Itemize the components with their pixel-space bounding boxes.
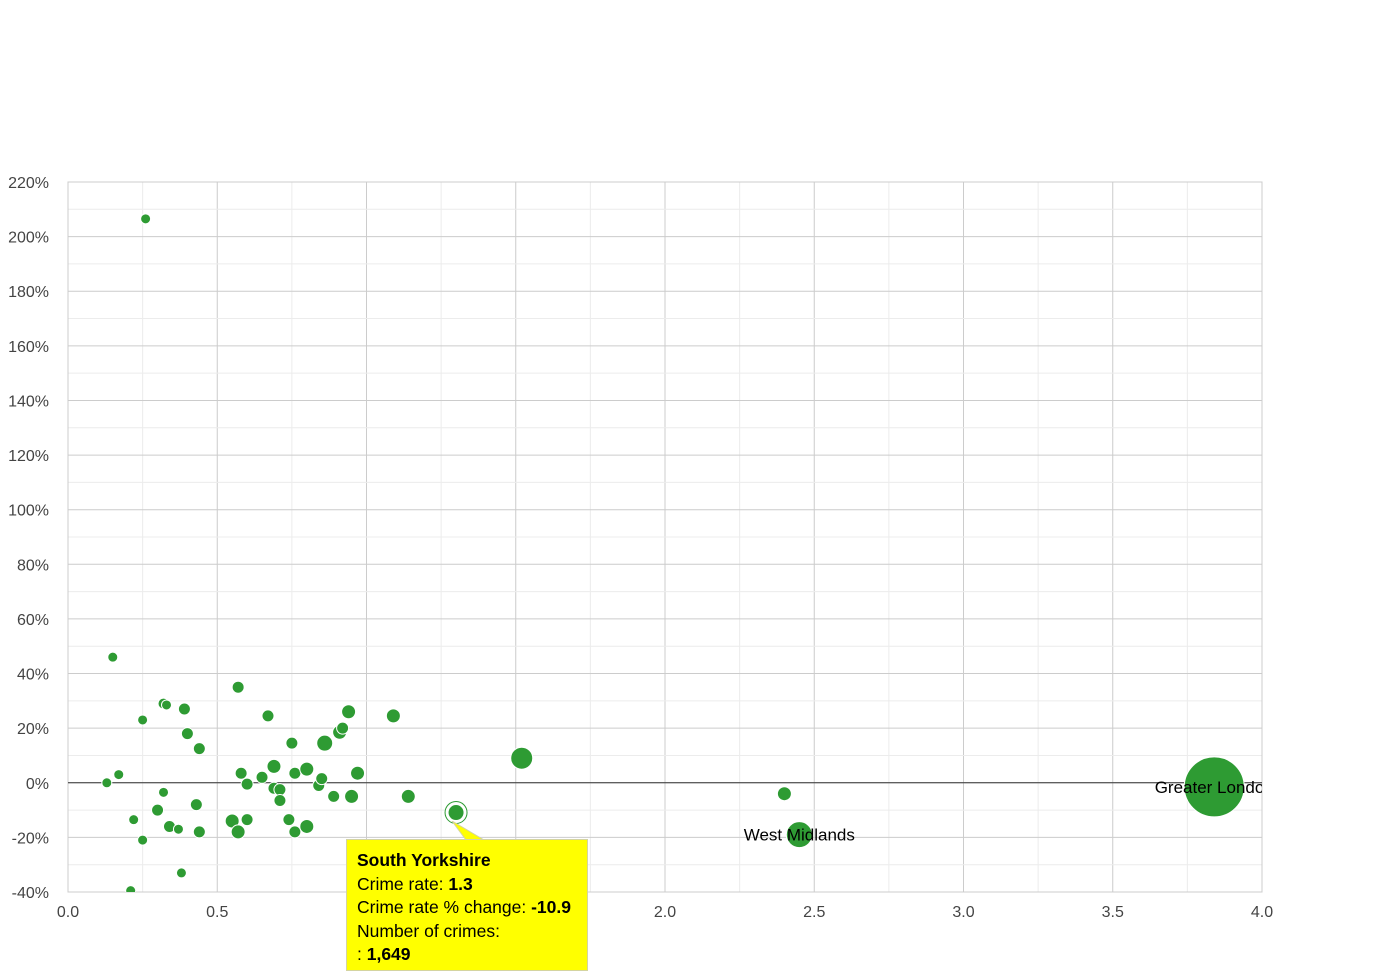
data-point	[230, 824, 246, 840]
y-tick-label: 60%	[17, 612, 49, 629]
data-point	[273, 783, 287, 797]
data-point	[192, 825, 206, 839]
data-point	[344, 788, 360, 804]
tooltip-count-label: Number of crimes:	[357, 920, 500, 941]
data-point	[282, 813, 296, 827]
data-point	[128, 814, 140, 826]
data-point	[151, 803, 165, 817]
data-point	[161, 699, 173, 711]
data-point	[137, 834, 149, 846]
y-tick-label: 100%	[8, 503, 49, 520]
y-tick-label: 200%	[8, 230, 49, 247]
data-point	[101, 777, 113, 789]
data-point	[177, 702, 191, 716]
x-tick-label: 0.0	[57, 904, 79, 921]
data-point	[240, 777, 254, 791]
data-point	[175, 867, 187, 879]
data-point	[125, 885, 137, 892]
y-tick-label: 20%	[17, 721, 49, 738]
data-point	[315, 772, 329, 786]
tooltip-rate-value: 1.3	[448, 873, 473, 894]
data-point	[400, 788, 416, 804]
data-point	[288, 825, 302, 839]
x-tick-label: 2.5	[803, 904, 825, 921]
plot-border	[67, 181, 1263, 893]
data-point	[285, 736, 299, 750]
x-tick-label: 4.0	[1251, 904, 1273, 921]
data-point	[288, 766, 302, 780]
data-point	[776, 786, 792, 802]
data-point	[261, 709, 275, 723]
data-point	[341, 704, 357, 720]
tooltip-rate-label: Crime rate:	[357, 873, 449, 894]
data-point	[336, 721, 350, 735]
tooltip-pointer	[451, 821, 486, 841]
x-tick-label: 2.0	[654, 904, 676, 921]
y-tick-label: 40%	[17, 667, 49, 684]
data-point	[266, 758, 282, 774]
data-point	[113, 769, 125, 781]
data-point	[107, 651, 119, 663]
data-point	[273, 794, 287, 808]
tooltip-change-value: -10.9	[531, 897, 571, 917]
y-tick-label: 160%	[8, 339, 49, 356]
y-tick-label: 220%	[8, 175, 49, 192]
data-point	[234, 766, 248, 780]
x-tick-label: 0.5	[206, 904, 228, 921]
y-tick-label: 120%	[8, 448, 49, 465]
y-tick-label: -20%	[12, 830, 49, 847]
point-label: West Midlands	[744, 826, 855, 845]
y-tick-label: 80%	[17, 557, 49, 574]
data-point	[172, 823, 184, 835]
data-point	[189, 798, 203, 812]
y-tick-label: -40%	[12, 885, 49, 902]
data-point	[510, 746, 534, 770]
data-point	[299, 818, 315, 834]
data-point	[327, 789, 341, 803]
data-point	[140, 213, 152, 225]
data-point	[385, 708, 401, 724]
data-point	[158, 786, 170, 798]
tooltip-title: South Yorkshire	[357, 850, 491, 870]
tooltip-count-prefix: :	[357, 944, 367, 964]
point-labels: West Midlands Greater London	[744, 778, 1274, 845]
y-tick-label: 0%	[26, 776, 49, 793]
x-tick-label: 3.5	[1102, 904, 1124, 921]
data-point	[1183, 756, 1245, 818]
y-tick-label: 180%	[8, 284, 49, 301]
x-tick-label: 3.0	[952, 904, 974, 921]
data-points	[101, 213, 1245, 892]
data-point	[299, 761, 315, 777]
tooltip-change-label: Crime rate % change:	[357, 897, 532, 917]
data-point	[192, 742, 206, 756]
data-point	[180, 727, 194, 741]
tooltip-count-value: 1,649	[366, 944, 411, 964]
point-label: Greater London	[1155, 778, 1274, 797]
data-point	[785, 821, 813, 849]
data-point	[255, 770, 269, 784]
data-point	[316, 734, 334, 752]
data-point	[231, 680, 245, 694]
data-point	[350, 765, 366, 781]
data-point	[240, 813, 254, 827]
data-point	[447, 804, 465, 822]
tooltip: South Yorkshire Crime rate: 1.3 Crime ra…	[346, 839, 588, 971]
data-point	[137, 714, 149, 726]
y-tick-label: 140%	[8, 393, 49, 410]
